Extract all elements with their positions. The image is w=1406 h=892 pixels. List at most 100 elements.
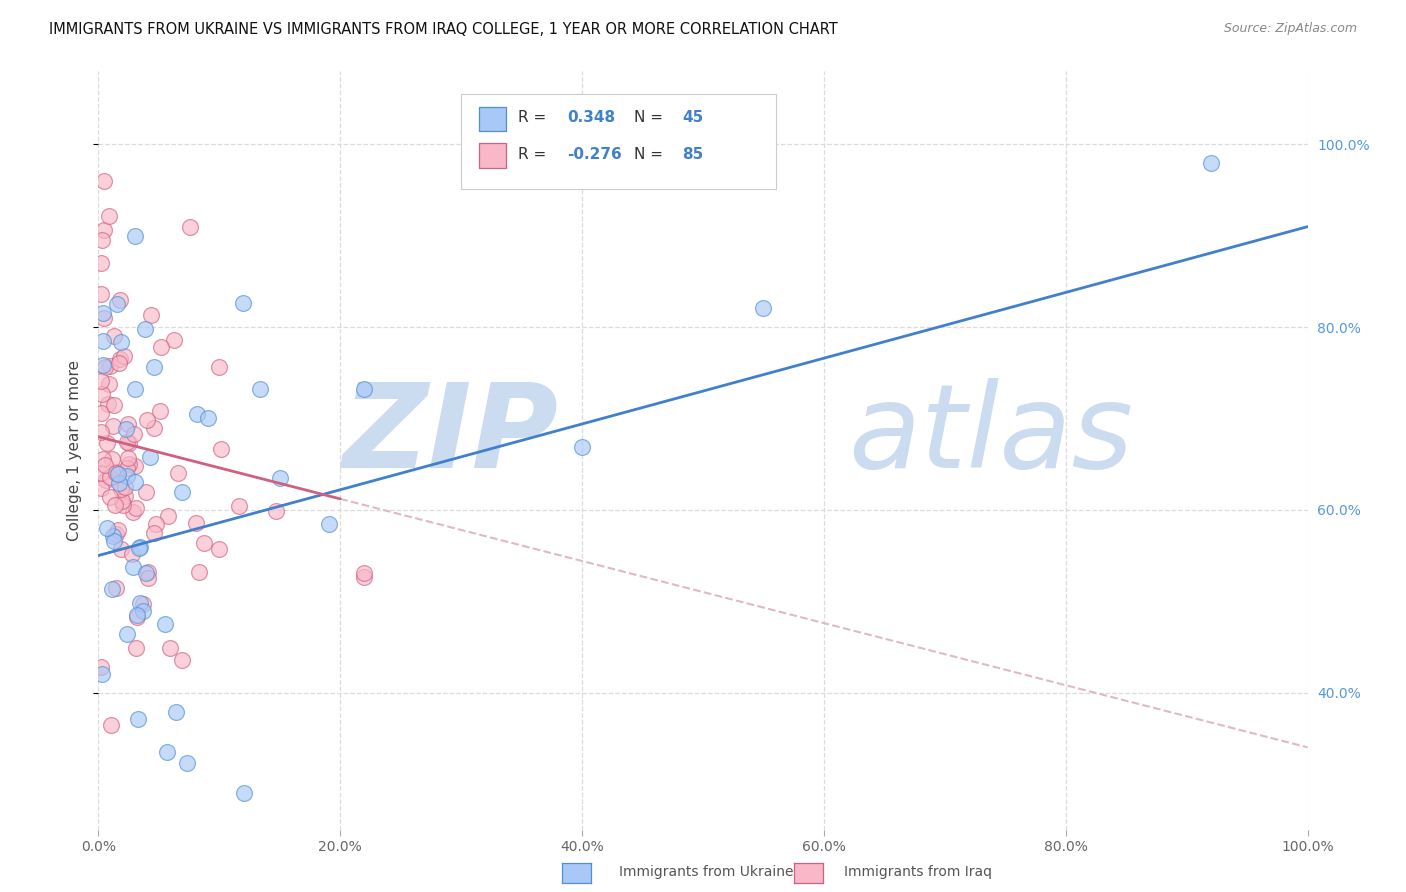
- Point: [208, 360, 231, 375]
- Point: [129, 541, 152, 555]
- Point: [124, 459, 146, 474]
- Point: [94, 458, 117, 472]
- Point: [159, 641, 181, 656]
- Point: [98, 377, 121, 392]
- Point: [124, 383, 146, 397]
- Point: [91, 358, 114, 372]
- Point: [115, 435, 138, 450]
- Text: -0.276: -0.276: [568, 146, 623, 161]
- Point: [132, 598, 155, 612]
- Point: [94, 359, 117, 374]
- Point: [93, 174, 115, 188]
- Point: [96, 521, 118, 535]
- Text: 45: 45: [682, 110, 703, 125]
- Point: [186, 407, 208, 421]
- Point: [124, 475, 146, 489]
- Text: 85: 85: [682, 146, 703, 161]
- Point: [150, 340, 173, 354]
- Text: Immigrants from Iraq: Immigrants from Iraq: [844, 865, 991, 880]
- Point: [111, 494, 134, 508]
- FancyBboxPatch shape: [479, 144, 506, 168]
- Point: [122, 505, 145, 519]
- Point: [142, 359, 165, 374]
- Point: [197, 410, 219, 425]
- FancyBboxPatch shape: [479, 107, 506, 131]
- Point: [108, 475, 131, 490]
- Point: [90, 375, 112, 389]
- Point: [165, 705, 187, 719]
- Point: [114, 480, 136, 494]
- Point: [134, 322, 156, 336]
- Point: [135, 566, 157, 580]
- Point: [135, 485, 157, 500]
- Point: [129, 596, 152, 610]
- FancyBboxPatch shape: [461, 95, 776, 189]
- Point: [90, 659, 112, 673]
- Point: [353, 382, 375, 396]
- Point: [101, 452, 124, 467]
- Point: [188, 566, 211, 580]
- Point: [103, 418, 125, 433]
- Point: [118, 435, 141, 450]
- Point: [90, 406, 112, 420]
- Point: [105, 297, 128, 311]
- Point: [125, 501, 148, 516]
- Point: [128, 541, 150, 556]
- Point: [145, 516, 167, 531]
- Point: [104, 581, 127, 595]
- Point: [208, 541, 231, 556]
- Point: [163, 333, 186, 347]
- Point: [93, 311, 115, 326]
- Point: [122, 560, 145, 574]
- Point: [93, 451, 115, 466]
- Point: [107, 523, 129, 537]
- Text: atlas: atlas: [848, 378, 1133, 492]
- Text: Immigrants from Ukraine: Immigrants from Ukraine: [619, 865, 793, 880]
- Text: Source: ZipAtlas.com: Source: ZipAtlas.com: [1223, 22, 1357, 36]
- Point: [112, 499, 135, 513]
- Point: [91, 334, 114, 349]
- Point: [98, 359, 121, 374]
- Point: [100, 717, 122, 731]
- Point: [143, 525, 166, 540]
- Point: [125, 607, 148, 622]
- Point: [97, 397, 120, 411]
- Point: [94, 473, 117, 487]
- Point: [176, 756, 198, 771]
- Point: [125, 641, 148, 656]
- Point: [124, 228, 146, 243]
- Point: [91, 233, 114, 247]
- Point: [90, 467, 112, 481]
- Point: [179, 219, 201, 234]
- Point: [90, 286, 112, 301]
- Point: [232, 296, 254, 310]
- Point: [1199, 155, 1222, 169]
- Point: [105, 465, 128, 479]
- Point: [571, 440, 593, 454]
- Point: [269, 471, 291, 485]
- Point: [90, 425, 112, 439]
- Point: [108, 293, 131, 307]
- Text: R =: R =: [517, 110, 551, 125]
- Point: [132, 604, 155, 618]
- Point: [125, 610, 148, 624]
- Point: [353, 566, 375, 580]
- Point: [353, 570, 375, 584]
- Point: [93, 223, 115, 237]
- Point: [249, 382, 271, 396]
- Point: [114, 489, 136, 503]
- Point: [90, 256, 112, 270]
- Point: [112, 349, 135, 363]
- Point: [100, 469, 122, 483]
- Text: N =: N =: [634, 146, 668, 161]
- Point: [108, 356, 131, 370]
- Point: [122, 427, 145, 442]
- Point: [91, 667, 114, 681]
- Text: ZIP: ZIP: [342, 378, 558, 492]
- Point: [172, 484, 194, 499]
- Point: [107, 467, 129, 481]
- Point: [96, 435, 118, 450]
- Point: [752, 301, 775, 316]
- Point: [101, 529, 124, 543]
- Point: [232, 786, 254, 800]
